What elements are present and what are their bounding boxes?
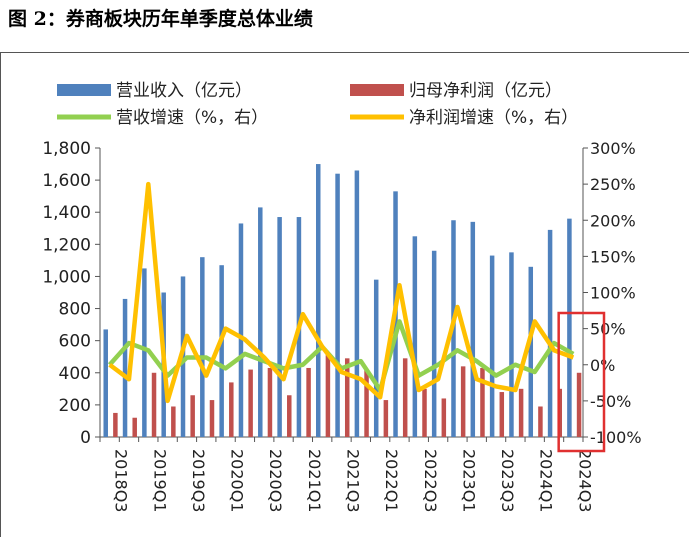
bar-revenue xyxy=(335,173,340,437)
left-tick-label: 1,200 xyxy=(42,235,91,255)
x-tick-label: 2023Q1 xyxy=(459,449,478,513)
bar-net-profit xyxy=(460,366,466,437)
bar-net-profit xyxy=(441,398,447,437)
bar-net-profit xyxy=(209,400,215,437)
bar-net-profit xyxy=(248,369,253,437)
bar-revenue xyxy=(122,298,128,437)
bar-revenue xyxy=(373,279,379,437)
bar-net-profit xyxy=(267,367,273,437)
bar-revenue xyxy=(431,250,437,437)
bar-revenue xyxy=(567,218,572,437)
figure-left-border xyxy=(0,52,1,537)
legend-swatch-revenue xyxy=(57,84,111,96)
bar-net-profit xyxy=(518,388,524,437)
bar-revenue xyxy=(277,217,282,437)
bar-net-profit xyxy=(499,392,505,437)
bar-net-profit xyxy=(325,355,331,437)
bar-net-profit xyxy=(480,367,485,437)
bar-revenue xyxy=(142,268,147,437)
figure-title: 图 2：券商板块历年单季度总体业绩 xyxy=(8,8,313,30)
bar-revenue xyxy=(200,257,205,437)
legend-label-net-profit: 归母净利润（亿元） xyxy=(409,81,562,101)
bars xyxy=(103,164,582,438)
left-tick-label: 400 xyxy=(59,364,91,384)
left-tick-label: 1,400 xyxy=(42,203,91,223)
right-tick-label: 250% xyxy=(590,175,636,194)
bar-net-profit xyxy=(576,372,582,437)
left-tick-label: 800 xyxy=(59,300,91,320)
bar-revenue xyxy=(258,207,263,437)
x-tick-label: 2024Q3 xyxy=(575,449,594,513)
bar-revenue xyxy=(547,229,553,437)
left-tick-label: 0 xyxy=(80,428,91,448)
bar-revenue xyxy=(528,266,534,437)
axes: 0 200 400 600 800 1,000 1,200 1,400 1,600 1,800 -1… xyxy=(42,139,641,513)
right-tick-label: 100% xyxy=(590,284,636,303)
x-tick-label: 2019Q3 xyxy=(189,449,208,513)
bar-net-profit xyxy=(422,388,427,437)
bar-revenue xyxy=(103,329,108,437)
x-tick-label: 2018Q3 xyxy=(112,449,131,513)
bar-net-profit xyxy=(287,395,292,437)
right-tick-label: 150% xyxy=(590,247,636,266)
bar-revenue xyxy=(315,164,321,438)
bar-net-profit xyxy=(113,412,118,437)
legend-swatch-net-profit xyxy=(350,84,404,96)
x-tick-label: 2022Q1 xyxy=(382,449,401,513)
bar-net-profit xyxy=(229,382,234,437)
x-tick-label: 2022Q3 xyxy=(421,449,440,513)
bar-net-profit xyxy=(151,372,157,437)
left-tick-label: 1,800 xyxy=(42,139,91,159)
bar-revenue xyxy=(219,265,224,437)
bar-net-profit xyxy=(402,358,408,437)
bar-net-profit xyxy=(132,417,137,437)
x-tick-label: 2020Q3 xyxy=(266,449,285,513)
bar-net-profit xyxy=(364,369,369,437)
legend-label-profit-growth: 净利润增速（%，右） xyxy=(409,108,578,128)
bar-net-profit xyxy=(538,406,543,437)
left-tick-label: 1,600 xyxy=(42,171,91,191)
bar-revenue xyxy=(470,221,476,437)
bar-net-profit xyxy=(306,367,311,437)
left-tick-label: 1,000 xyxy=(42,267,91,287)
right-tick-label: 0% xyxy=(590,356,615,375)
bar-net-profit xyxy=(171,406,176,437)
line-profit-growth xyxy=(108,181,575,404)
bar-revenue xyxy=(489,255,495,437)
x-tick-label: 2024Q1 xyxy=(537,449,556,513)
right-tick-label: 300% xyxy=(590,139,636,158)
x-tick-label: 2019Q1 xyxy=(150,449,169,513)
bar-revenue xyxy=(354,170,360,437)
x-tick-label: 2021Q3 xyxy=(344,449,363,513)
left-tick-label: 200 xyxy=(59,396,91,416)
title-rule xyxy=(0,52,689,53)
bar-net-profit xyxy=(344,358,350,437)
right-tick-label: 200% xyxy=(590,211,636,230)
bar-net-profit xyxy=(383,400,389,437)
highlight-box xyxy=(557,311,606,453)
legend: 营业收入（亿元） 归母净利润（亿元） 营收增速（%，右） 净利润增速（%，右） xyxy=(57,81,578,128)
x-tick-label: 2021Q1 xyxy=(305,449,324,513)
right-tick-label: -100% xyxy=(590,428,642,447)
lines xyxy=(107,181,575,404)
x-tick-label: 2020Q1 xyxy=(228,449,247,513)
bar-revenue xyxy=(238,223,244,437)
bar-revenue xyxy=(412,236,418,437)
bar-revenue xyxy=(509,252,514,437)
right-tick-label: -50% xyxy=(590,392,631,411)
left-tick-label: 600 xyxy=(59,332,91,352)
x-tick-label: 2023Q3 xyxy=(498,449,517,513)
legend-label-revenue: 营业收入（亿元） xyxy=(116,81,252,101)
legend-label-revenue-growth: 营收增速（%，右） xyxy=(116,108,268,128)
right-tick-label: 50% xyxy=(590,320,626,339)
bar-net-profit xyxy=(190,395,195,437)
